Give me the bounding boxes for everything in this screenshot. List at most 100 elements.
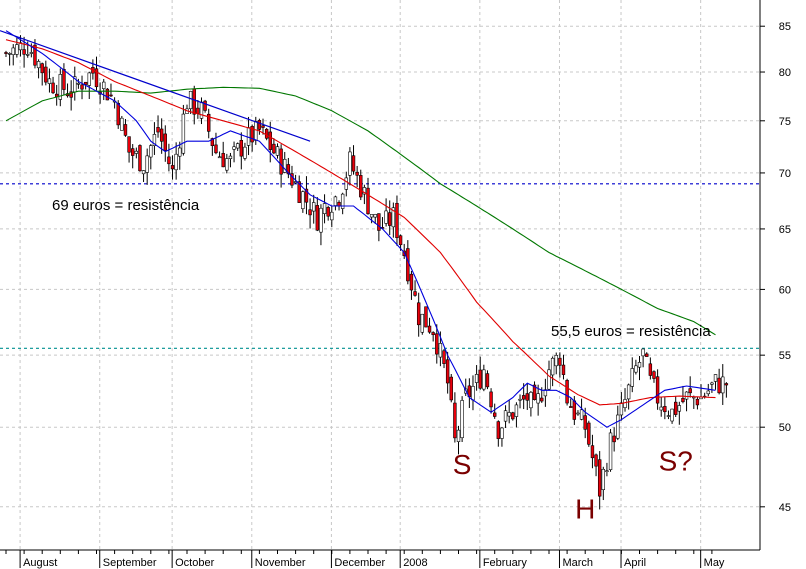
candle-body bbox=[18, 42, 23, 51]
candle-body bbox=[605, 470, 609, 473]
candle-body bbox=[221, 153, 225, 168]
candle-body bbox=[261, 125, 265, 128]
candle-body bbox=[507, 412, 511, 417]
candle-body bbox=[308, 209, 312, 216]
candle-body bbox=[442, 350, 446, 364]
candle-body bbox=[239, 140, 243, 157]
candle-body bbox=[7, 53, 12, 55]
candle-body bbox=[626, 384, 631, 400]
candle-body bbox=[503, 410, 508, 422]
candle-body bbox=[630, 368, 634, 387]
candle-body bbox=[684, 391, 689, 400]
candle-body bbox=[225, 158, 229, 171]
candle-body bbox=[141, 170, 146, 175]
candle-body bbox=[167, 156, 171, 165]
candle-body bbox=[174, 153, 178, 171]
candle-body bbox=[608, 432, 613, 470]
candle-body bbox=[543, 389, 548, 397]
x-tick-label: November bbox=[255, 557, 306, 569]
candle-body bbox=[264, 128, 269, 139]
y-tick-label: 45 bbox=[779, 502, 791, 514]
candle-body bbox=[123, 124, 128, 136]
candle-body bbox=[616, 414, 620, 439]
candle-body bbox=[673, 401, 678, 415]
x-tick-label: May bbox=[704, 557, 725, 569]
candle-body bbox=[134, 150, 139, 154]
candle-body bbox=[181, 113, 186, 154]
candle-body bbox=[514, 404, 519, 417]
candle-body bbox=[362, 187, 367, 195]
candle-body bbox=[319, 207, 323, 233]
candle-body bbox=[243, 146, 247, 159]
candle-body bbox=[550, 357, 555, 376]
candle-body bbox=[569, 406, 573, 408]
candle-body bbox=[26, 54, 30, 56]
candle-body bbox=[456, 429, 461, 442]
candle-body bbox=[315, 205, 320, 231]
candle-body bbox=[149, 145, 153, 158]
candle-body bbox=[713, 374, 718, 382]
candle-body bbox=[583, 415, 587, 430]
candle-body bbox=[532, 384, 537, 401]
x-tick-label: April bbox=[624, 557, 646, 569]
candle-body bbox=[344, 177, 348, 190]
y-axis-ticks: 45 50 55 60 65 70 75 80 85 bbox=[760, 21, 791, 514]
candle-body bbox=[670, 408, 674, 422]
candle-body bbox=[666, 415, 671, 417]
candle-body bbox=[695, 398, 700, 406]
candle-body bbox=[648, 363, 653, 376]
candle-body bbox=[724, 383, 729, 386]
candle-body bbox=[478, 369, 482, 389]
candle-body bbox=[427, 325, 432, 333]
candle-body bbox=[536, 393, 540, 404]
candle-body bbox=[355, 171, 359, 176]
candle-body bbox=[145, 155, 149, 173]
candle-body bbox=[460, 400, 464, 439]
candle-body bbox=[333, 196, 338, 206]
candle-body bbox=[474, 374, 479, 383]
candle-body bbox=[561, 364, 566, 375]
candle-body bbox=[637, 362, 642, 368]
candle-body bbox=[40, 63, 44, 74]
candle-body bbox=[279, 148, 283, 175]
candle-body bbox=[435, 333, 439, 355]
candle-body bbox=[500, 427, 504, 439]
candle-body bbox=[210, 138, 215, 147]
candle-body bbox=[652, 371, 656, 379]
candle-body bbox=[188, 91, 193, 109]
x-tick-label: December bbox=[334, 557, 385, 569]
candle-body bbox=[301, 191, 305, 210]
candle-body bbox=[623, 399, 627, 408]
candle-body bbox=[268, 131, 272, 150]
candle-body bbox=[235, 143, 240, 149]
candle-body bbox=[619, 402, 624, 416]
candle-body bbox=[485, 373, 490, 388]
y-tick-label: 50 bbox=[779, 422, 791, 434]
candle-body bbox=[203, 100, 207, 111]
candle-body bbox=[199, 101, 204, 119]
candle-body bbox=[105, 88, 110, 101]
candle-body bbox=[688, 388, 692, 394]
candle-body bbox=[192, 88, 196, 115]
candle-body bbox=[272, 143, 276, 154]
candle-body bbox=[340, 193, 345, 209]
axes bbox=[0, 0, 761, 551]
candle-body bbox=[170, 165, 175, 170]
candle-body bbox=[207, 113, 211, 132]
candle-body bbox=[102, 81, 106, 89]
candle-body bbox=[681, 397, 685, 403]
y-tick-label: 75 bbox=[779, 116, 791, 128]
candle-body bbox=[373, 214, 377, 218]
candle-body bbox=[518, 398, 522, 401]
candle-body bbox=[525, 393, 529, 401]
resistance-label: 55,5 euros = resistência bbox=[551, 323, 711, 340]
candle-body bbox=[645, 353, 649, 357]
x-tick-label: October bbox=[175, 557, 214, 569]
candle-body bbox=[156, 127, 160, 133]
y-tick-label: 55 bbox=[779, 350, 791, 362]
candle-body bbox=[677, 405, 682, 412]
candle-body bbox=[471, 386, 475, 401]
resistance-label: 69 euros = resistência bbox=[52, 197, 200, 214]
candle-body bbox=[228, 155, 233, 159]
